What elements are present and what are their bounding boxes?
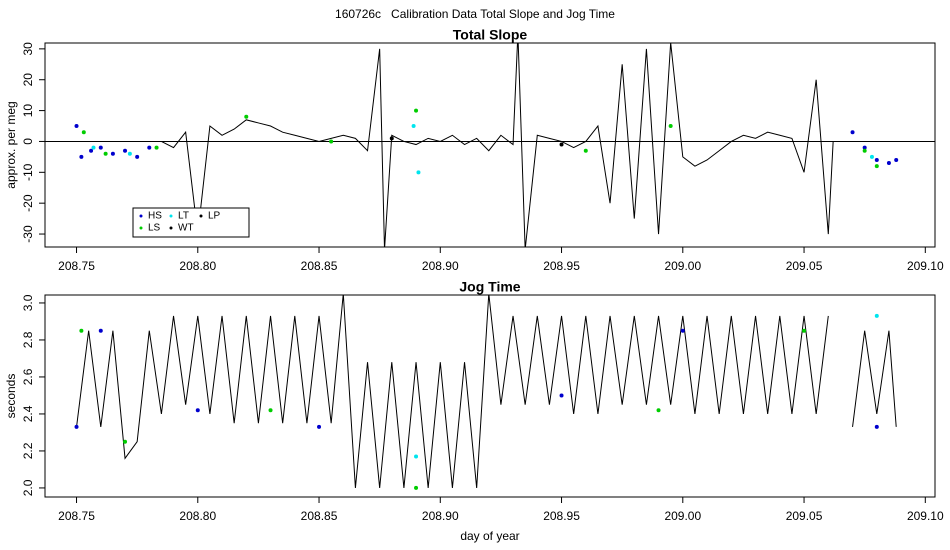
data-point [123, 439, 128, 444]
y-tick-label: 20 [21, 73, 35, 87]
page-title: 160726c Calibration Data Total Slope and… [335, 7, 615, 21]
legend-marker [169, 214, 173, 218]
x-tick-label: 209.05 [786, 509, 823, 523]
data-point [874, 157, 879, 162]
y-tick-label: 3.0 [21, 294, 35, 311]
data-point [268, 408, 273, 413]
chart-title: Total Slope [453, 27, 528, 43]
data-point [668, 124, 673, 129]
data-point [414, 485, 419, 490]
legend-label: LS [148, 223, 161, 234]
x-tick-label: 208.85 [301, 509, 338, 523]
legend-marker [139, 226, 143, 230]
data-point [317, 424, 322, 429]
plot-frame [44, 42, 936, 248]
data-point [583, 148, 588, 153]
x-tick-label: 208.80 [179, 259, 216, 273]
legend-box [132, 207, 250, 238]
data-point [414, 454, 419, 459]
data-point [195, 408, 200, 413]
x-tick-label: 208.80 [179, 509, 216, 523]
y-axis-label: approx. per meg [4, 101, 18, 188]
data-point [103, 151, 108, 156]
data-point [244, 114, 249, 119]
y-tick-label: 2.2 [21, 442, 35, 459]
legend-marker [169, 226, 173, 230]
x-tick-label: 208.85 [301, 259, 338, 273]
data-point [98, 145, 103, 150]
data-point [389, 136, 394, 141]
x-tick-label: 209.10 [907, 509, 944, 523]
data-point [79, 328, 84, 333]
data-point [894, 157, 899, 162]
data-point [74, 124, 79, 129]
legend-marker [139, 214, 143, 218]
x-tick-label: 208.75 [58, 259, 95, 273]
data-point [886, 161, 891, 166]
data-point [862, 145, 867, 150]
data-point [81, 130, 86, 135]
plot-area [74, 295, 897, 490]
data-point [874, 424, 879, 429]
data-point [802, 328, 807, 333]
y-tick-label: 2.6 [21, 368, 35, 385]
data-point [411, 124, 416, 129]
data-point [79, 154, 84, 159]
y-tick-label: 0 [21, 138, 35, 145]
y-tick-label: 2.4 [21, 405, 35, 422]
x-tick-label: 208.95 [543, 509, 580, 523]
x-tick-label: 208.75 [58, 509, 95, 523]
data-point [862, 148, 867, 153]
data-point [127, 151, 132, 156]
legend-label: HS [148, 211, 162, 222]
data-point [91, 145, 96, 150]
x-tick-label: 209.00 [664, 259, 701, 273]
x-tick-label: 208.90 [422, 259, 459, 273]
data-point [135, 154, 140, 159]
data-line [76, 295, 897, 488]
y-tick-label: 2.8 [21, 331, 35, 348]
y-tick-label: -30 [21, 225, 35, 243]
legend-marker [199, 214, 203, 218]
legend-label: LP [208, 211, 221, 222]
y-tick-label: -20 [21, 194, 35, 212]
x-tick-label: 209.00 [664, 509, 701, 523]
data-point [656, 408, 661, 413]
x-tick-label: 209.05 [786, 259, 823, 273]
x-tick-label: 208.95 [543, 259, 580, 273]
data-point [559, 393, 564, 398]
data-line [161, 43, 834, 247]
data-point [89, 148, 94, 153]
y-tick-label: 10 [21, 104, 35, 118]
y-axis-label: seconds [4, 374, 18, 419]
data-point [559, 142, 564, 147]
x-axis-label: day of year [460, 529, 519, 543]
data-point [329, 139, 334, 144]
y-tick-label: -10 [21, 163, 35, 181]
x-tick-label: 209.10 [907, 259, 944, 273]
data-point [110, 151, 115, 156]
data-point [416, 170, 421, 175]
chart-title: Jog Time [459, 279, 520, 295]
data-point [869, 154, 874, 159]
data-point [414, 108, 419, 113]
data-point [680, 328, 685, 333]
data-point [850, 130, 855, 135]
plot-frame [44, 294, 936, 498]
data-point [98, 328, 103, 333]
data-point [123, 148, 128, 153]
legend-label: WT [178, 223, 194, 234]
data-point [147, 145, 152, 150]
legend-label: LT [178, 211, 189, 222]
y-tick-label: 2.0 [21, 479, 35, 496]
data-point [74, 424, 79, 429]
data-point [154, 145, 159, 150]
data-point [874, 313, 879, 318]
x-tick-label: 208.90 [422, 509, 459, 523]
y-tick-label: 30 [21, 42, 35, 56]
plot-area [45, 43, 935, 247]
data-point [874, 164, 879, 169]
